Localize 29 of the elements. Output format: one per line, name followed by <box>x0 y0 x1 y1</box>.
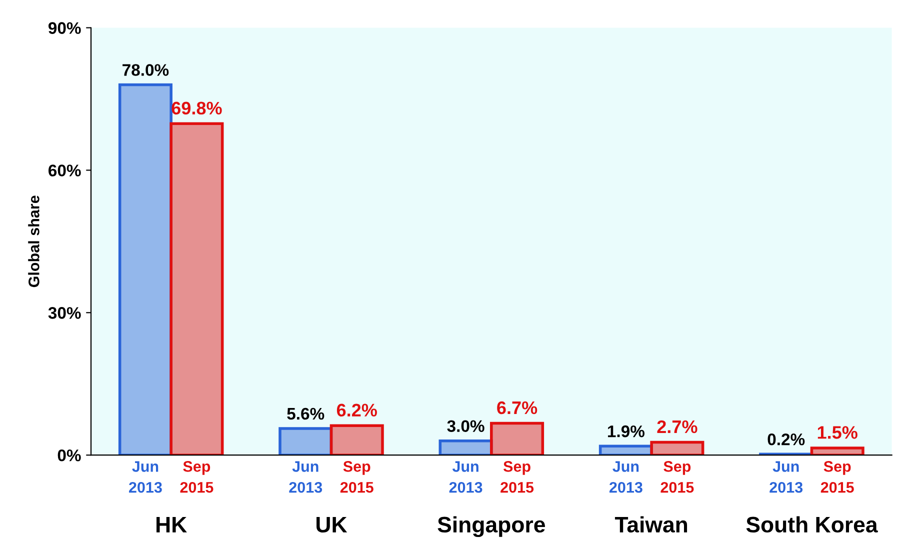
text: Jun 2013 <box>289 461 322 493</box>
text: Sep 2015 <box>660 461 694 493</box>
text: Sep 2015 <box>500 461 534 493</box>
data-label: 6.2% <box>336 404 377 417</box>
data-label: 1.9% <box>608 425 644 438</box>
y-tick-label: 30% <box>48 307 81 319</box>
data-label: 78.0% <box>122 64 169 76</box>
data-label: 6.7% <box>497 401 538 414</box>
x-tick-label: Taiwan <box>614 516 688 533</box>
x-tick-label: South Korea <box>746 516 878 533</box>
y-tick-label: 60% <box>48 164 81 176</box>
x-tick-label: HK <box>156 517 187 532</box>
text: Jun 2013 <box>449 461 482 493</box>
text: Sep 2015 <box>820 461 854 493</box>
x-tick-label: Singapore <box>438 516 545 538</box>
text: Jun 2013 <box>609 461 642 493</box>
y-tick-label: 90% <box>48 22 81 34</box>
text: Sep 2015 <box>340 461 374 493</box>
y-axis-title: Global share <box>28 196 40 288</box>
data-label: 1.5% <box>818 426 858 439</box>
data-label: 2.7% <box>657 420 698 434</box>
series-label: Sep 2015 <box>180 461 214 493</box>
x-tick-label: UK <box>316 517 348 533</box>
text: Jun 2013 <box>770 461 803 493</box>
data-label: 0.2% <box>768 434 805 446</box>
data-label: 5.6% <box>287 408 324 420</box>
y-tick-label: 0% <box>58 450 81 462</box>
series-label: Jun 2013 <box>128 461 162 493</box>
data-label: 3.0% <box>447 420 484 432</box>
